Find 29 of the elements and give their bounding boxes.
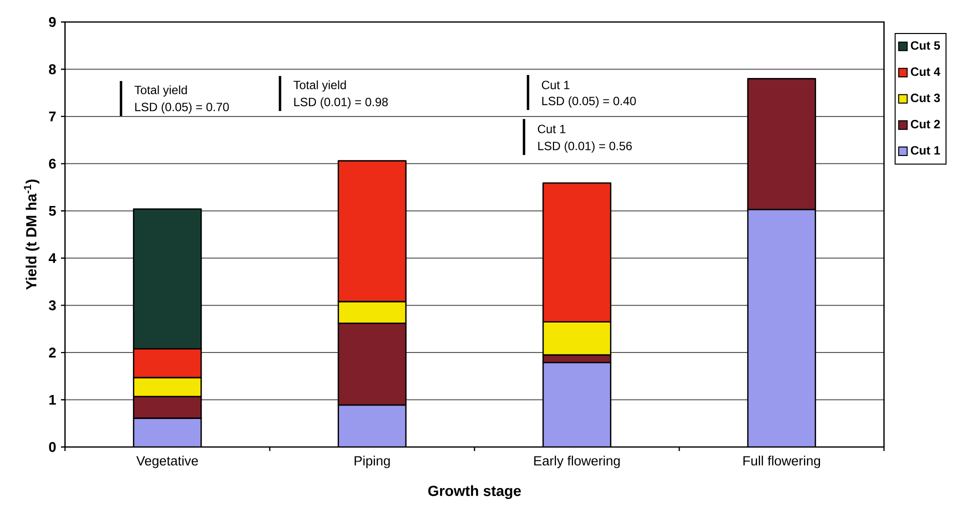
y-axis-title: Yield (t DM ha$^{-1}$) (24, 180, 40, 290)
legend-label: Cut 4 (910, 67, 940, 76)
y-tick-label: 9 (48, 17, 56, 27)
legend-label: Cut 3 (910, 94, 940, 102)
y-tick-label: 4 (48, 253, 56, 263)
annotation: Total yield (134, 85, 187, 97)
annotation: Total yield (294, 80, 346, 92)
x-tick-label: Early flowering (534, 456, 620, 468)
y-tick-label: 6 (49, 158, 56, 169)
annotation: LSD (0.05) = 0.70 (135, 102, 229, 114)
legend-label: Cut 1 (910, 146, 940, 155)
y-tick-label: 8 (48, 64, 56, 74)
x-tick-label: Piping (354, 456, 390, 468)
y-tick-label: 0 (49, 442, 56, 452)
annotation: LSD (0.01) = 0.98 (294, 97, 388, 109)
x-tick-label: Vegetative (136, 456, 198, 468)
y-tick-label: 3 (48, 300, 56, 310)
legend-label: Cut 5 (910, 41, 940, 50)
y-tick-label: 7 (49, 112, 56, 122)
y-tick-label: 1 (49, 394, 56, 405)
annotation: Cut 1 (538, 124, 566, 134)
y-tick-label: 2 (48, 348, 56, 358)
x-axis-title: Growth stage (428, 485, 521, 500)
annotation: LSD (0.05) = 0.40 (542, 96, 636, 108)
legend-label: Cut 2 (910, 120, 940, 128)
y-tick-label: 5 (48, 206, 56, 216)
x-tick-label: Full flowering (743, 456, 820, 468)
annotation: Cut 1 (542, 80, 570, 90)
annotation: LSD (0.01) = 0.56 (538, 141, 632, 153)
